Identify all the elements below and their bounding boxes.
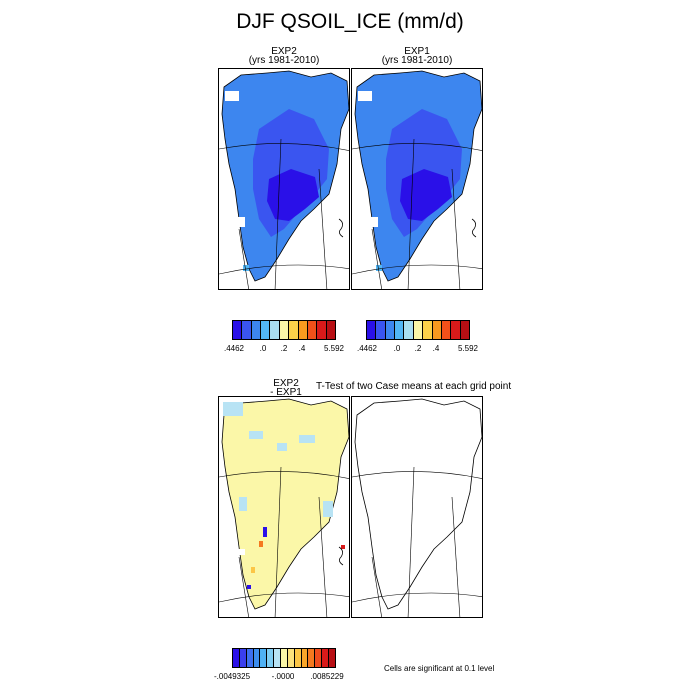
colorbar-swatch xyxy=(233,649,240,667)
colorbar-swatch xyxy=(242,321,252,339)
colorbar-swatch xyxy=(326,321,335,339)
colorbar-exp2 xyxy=(232,320,336,340)
colorbar-swatch xyxy=(315,649,323,667)
diff-title-line1: EXP2 xyxy=(273,378,299,389)
map-panel-ttest xyxy=(351,396,483,618)
greenland-map-exp1 xyxy=(352,70,482,289)
diff-title-line2: - EXP1 xyxy=(270,387,302,398)
map-panel-exp1 xyxy=(351,68,483,290)
colorbar1-label: .4 xyxy=(298,344,306,353)
map-panel-exp2 xyxy=(218,68,350,290)
colorbar1-label: .0 xyxy=(259,344,267,353)
panel2-title: EXP1 xyxy=(404,46,430,57)
colorbar-swatch xyxy=(308,649,316,667)
figure-title: DJF QSOIL_ICE (mm/d) xyxy=(236,10,464,33)
colorbar-swatch xyxy=(294,649,302,667)
colorbar-swatch xyxy=(246,649,254,667)
colorbar3-label: .0085229 xyxy=(310,672,344,681)
colorbar-diff xyxy=(232,648,336,668)
colorbar-swatch xyxy=(307,321,318,339)
colorbar-swatch xyxy=(233,321,243,339)
colorbar2-label: .4462 xyxy=(356,344,378,353)
colorbar2-label: 5.592 xyxy=(457,344,479,353)
colorbar-swatch xyxy=(281,649,288,667)
colorbar-swatch xyxy=(260,649,268,667)
colorbar-swatch xyxy=(451,321,461,339)
colorbar-swatch xyxy=(301,649,309,667)
colorbar-swatch xyxy=(395,321,405,339)
colorbar-swatch xyxy=(253,649,261,667)
panel1-years: (yrs 1981-2010) xyxy=(248,55,320,66)
colorbar-swatch xyxy=(287,649,295,667)
colorbar-swatch xyxy=(441,321,452,339)
panel2-years: (yrs 1981-2010) xyxy=(381,55,453,66)
greenland-map-diff xyxy=(219,398,349,617)
colorbar-swatch xyxy=(267,649,275,667)
colorbar-swatch xyxy=(367,321,377,339)
colorbar3-label: -.0000 xyxy=(271,672,295,681)
greenland-map-exp2 xyxy=(219,70,349,289)
colorbar-exp1 xyxy=(366,320,470,340)
colorbar-swatch xyxy=(432,321,442,339)
colorbar2-label: .2 xyxy=(414,344,422,353)
colorbar-swatch xyxy=(413,321,424,339)
colorbar-swatch xyxy=(404,321,414,339)
greenland-map-ttest xyxy=(352,398,482,617)
colorbar-swatch xyxy=(423,321,433,339)
colorbar1-label: .2 xyxy=(280,344,288,353)
colorbar2-label: .4 xyxy=(432,344,440,353)
map-panel-diff xyxy=(218,396,350,618)
colorbar-swatch xyxy=(261,321,271,339)
colorbar-swatch xyxy=(279,321,290,339)
colorbar3-label: -.0049325 xyxy=(213,672,251,681)
ttest-title: T-Test of two Case means at each grid po… xyxy=(316,381,512,392)
colorbar-swatch xyxy=(460,321,469,339)
colorbar-swatch xyxy=(251,321,262,339)
colorbar-swatch xyxy=(239,649,247,667)
colorbar-swatch xyxy=(289,321,299,339)
colorbar-swatch xyxy=(274,649,282,667)
colorbar-swatch xyxy=(322,649,330,667)
colorbar-swatch xyxy=(376,321,386,339)
colorbar-swatch xyxy=(385,321,396,339)
colorbar-swatch xyxy=(329,649,335,667)
colorbar1-label: 5.592 xyxy=(323,344,345,353)
colorbar-swatch xyxy=(270,321,280,339)
significance-note: Cells are significant at 0.1 level xyxy=(384,664,495,673)
panel1-title: EXP2 xyxy=(271,46,297,57)
colorbar-swatch xyxy=(317,321,327,339)
colorbar1-label: .4462 xyxy=(223,344,245,353)
colorbar-swatch xyxy=(298,321,308,339)
colorbar2-label: .0 xyxy=(393,344,401,353)
